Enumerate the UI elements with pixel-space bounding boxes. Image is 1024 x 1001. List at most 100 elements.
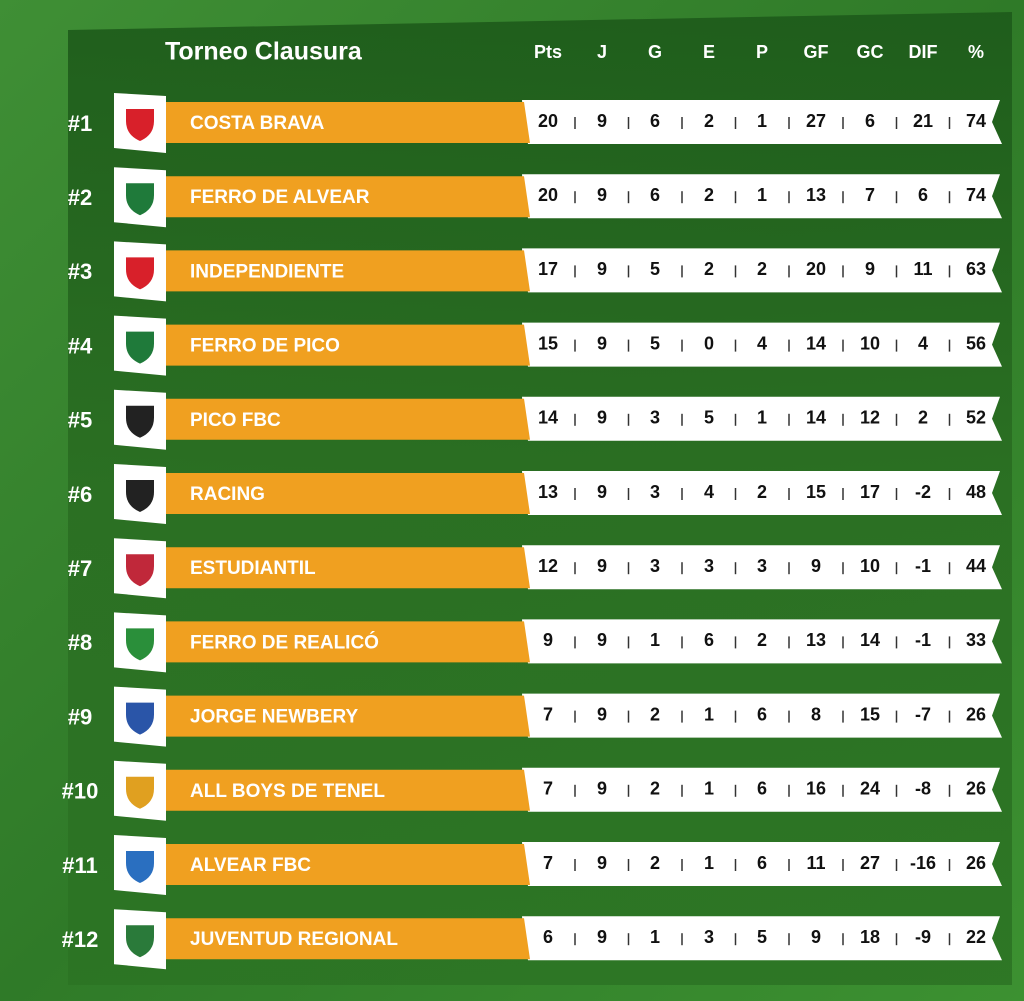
rank: #7	[68, 556, 92, 581]
stat-value: 27	[806, 111, 826, 131]
stat-value: 2	[650, 779, 660, 799]
team-name: ESTUDIANTIL	[190, 558, 316, 579]
team-name: JUVENTUD REGIONAL	[190, 929, 398, 950]
stat-value: 10	[860, 333, 880, 353]
stat-value: 2	[757, 482, 767, 502]
team-bar	[163, 844, 530, 885]
team-logo	[126, 405, 154, 438]
stat-value: 14	[538, 408, 558, 428]
stat-value: 6	[918, 185, 928, 205]
stat-value: 13	[806, 185, 826, 205]
stat-value: 9	[597, 333, 607, 353]
stat-value: 7	[543, 704, 553, 724]
rank: #6	[68, 482, 92, 507]
stat-value: 4	[757, 333, 767, 353]
stat-value: 2	[704, 111, 714, 131]
stat-value: 2	[704, 259, 714, 279]
stat-value: 56	[966, 333, 986, 353]
stats-strip	[522, 545, 1002, 590]
rank: #9	[68, 704, 92, 729]
column-header: E	[703, 42, 715, 62]
stat-value: 26	[966, 704, 986, 724]
team-bar	[163, 176, 530, 218]
stat-value: 12	[860, 408, 880, 428]
rank: #8	[68, 630, 92, 655]
stat-value: 9	[597, 556, 607, 576]
team-bar	[163, 398, 530, 440]
team-logo	[126, 776, 154, 809]
stat-value: 2	[650, 704, 660, 724]
stat-value: 1	[757, 111, 767, 131]
rank: #5	[68, 408, 92, 433]
team-bar	[163, 621, 530, 663]
stat-value: 63	[966, 259, 986, 279]
stat-value: 9	[597, 185, 607, 205]
column-header: %	[968, 42, 984, 62]
stat-value: 6	[543, 927, 553, 947]
stat-value: 44	[966, 556, 986, 576]
stat-value: 22	[966, 927, 986, 947]
stat-value: 2	[918, 408, 928, 428]
stat-value: 7	[543, 853, 553, 873]
team-name: FERRO DE REALICÓ	[190, 631, 379, 653]
team-name: RACING	[190, 484, 265, 505]
stat-value: 15	[538, 333, 558, 353]
stat-value: 6	[865, 111, 875, 131]
stat-value: -1	[915, 630, 931, 650]
rank: #1	[68, 111, 92, 136]
team-bar	[163, 695, 530, 737]
team-name: PICO FBC	[190, 410, 281, 431]
column-header: GC	[857, 42, 884, 62]
stat-value: 9	[597, 630, 607, 650]
team-bar	[163, 324, 530, 366]
team-bar	[163, 102, 530, 143]
stat-value: 33	[966, 630, 986, 650]
column-header: G	[648, 42, 662, 62]
stat-value: 13	[538, 482, 558, 502]
stats-strip	[522, 842, 1002, 886]
stat-value: 3	[757, 556, 767, 576]
stat-value: 12	[538, 556, 558, 576]
team-bar	[163, 769, 530, 811]
stat-value: 6	[757, 704, 767, 724]
stat-value: 5	[650, 333, 660, 353]
rank: #2	[68, 185, 92, 210]
team-logo	[126, 628, 154, 661]
team-logo	[126, 480, 154, 512]
stat-value: 3	[704, 927, 714, 947]
column-header: DIF	[909, 42, 938, 62]
stat-value: 21	[913, 111, 933, 131]
stats-strip	[522, 174, 1002, 219]
title: Torneo Clausura	[165, 38, 363, 66]
stat-value: -16	[910, 853, 936, 873]
stat-value: 7	[543, 779, 553, 799]
stats-strip	[522, 767, 1002, 812]
stat-value: 7	[865, 185, 875, 205]
stat-value: 2	[704, 185, 714, 205]
rank: #10	[62, 779, 99, 804]
stat-value: 74	[966, 185, 986, 205]
stat-value: 3	[704, 556, 714, 576]
rank: #12	[62, 927, 99, 952]
stat-value: 2	[757, 630, 767, 650]
stat-value: 3	[650, 408, 660, 428]
stat-value: 9	[865, 259, 875, 279]
stat-value: 20	[538, 111, 558, 131]
stat-value: 14	[860, 630, 880, 650]
stat-value: -2	[915, 482, 931, 502]
stats-strip	[522, 693, 1002, 738]
stat-value: 9	[597, 482, 607, 502]
stat-value: 17	[538, 259, 558, 279]
stat-value: 6	[757, 853, 767, 873]
team-logo	[126, 554, 154, 587]
stat-value: 9	[597, 259, 607, 279]
stat-value: 3	[650, 482, 660, 502]
stat-value: 10	[860, 556, 880, 576]
stat-value: -9	[915, 927, 931, 947]
stat-value: 5	[650, 259, 660, 279]
stat-value: -7	[915, 704, 931, 724]
stat-value: 9	[811, 927, 821, 947]
team-name: COSTA BRAVA	[190, 113, 325, 134]
column-header: P	[756, 42, 768, 62]
